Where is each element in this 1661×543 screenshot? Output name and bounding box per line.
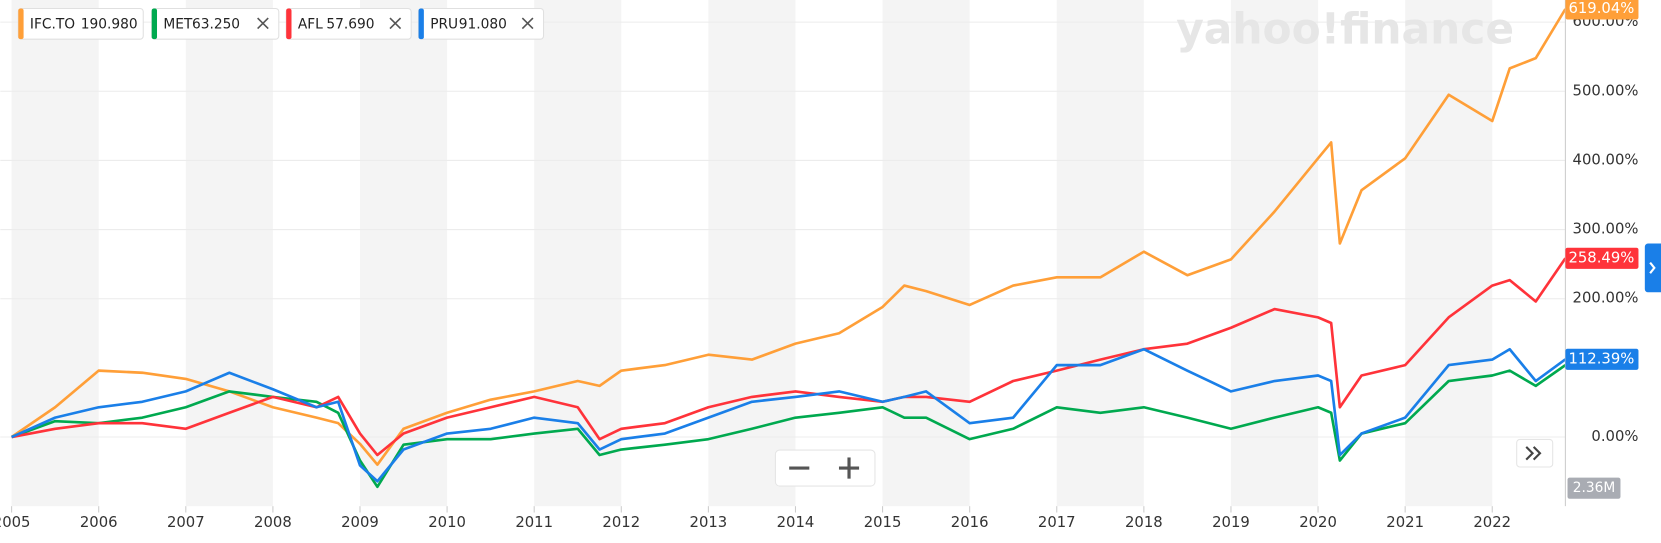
y-tick-label: 0.00% (1591, 428, 1638, 445)
y-tick-label: 300.00% (1573, 221, 1639, 238)
y-tick-label: 200.00% (1573, 290, 1639, 307)
x-tick-label: 2007 (167, 514, 205, 531)
x-tick-label: 2011 (515, 514, 553, 531)
legend-swatch (151, 8, 158, 40)
end-label: 258.49% (1568, 249, 1634, 266)
side-tab[interactable] (1644, 243, 1661, 293)
x-tick-label: 2006 (80, 514, 118, 531)
legend-swatch (418, 8, 424, 40)
x-tick-label: 2013 (690, 514, 728, 531)
y-tick-label: 500.00% (1573, 82, 1639, 99)
year-band (708, 0, 796, 507)
year-band (1056, 0, 1144, 507)
expand-icon (1525, 446, 1542, 461)
y-tick-label: 400.00% (1573, 151, 1639, 168)
x-tick-label: 2010 (428, 514, 466, 531)
x-tick-label: 2017 (1038, 514, 1076, 531)
legend-close[interactable] (521, 17, 534, 30)
x-tick-label: 2016 (951, 514, 989, 531)
legend-price: 91.080 (459, 16, 507, 32)
legend-name: MET (163, 16, 193, 32)
legend-name: PRU (430, 16, 458, 32)
x-tick-label: 2021 (1386, 514, 1424, 531)
lines (10, 8, 1567, 489)
side-tab-icon (1649, 261, 1656, 274)
volume-label-box (1567, 477, 1621, 499)
year-bands (11, 0, 1493, 507)
x-tick-label: 2022 (1473, 514, 1511, 531)
year-band (534, 0, 622, 507)
end-label: 619.04% (1568, 0, 1634, 17)
legend-name: AFL (298, 16, 323, 32)
legend-swatch (286, 8, 292, 40)
legend-close[interactable] (389, 17, 402, 30)
end-label-box (1565, 247, 1639, 269)
legend-name: IFC.TO (30, 16, 75, 32)
year-band (882, 0, 970, 507)
x-tick-label: 2019 (1212, 514, 1250, 531)
series-line (11, 347, 1567, 483)
end-label-box (1565, 348, 1639, 370)
zoom-controls[interactable] (774, 449, 876, 487)
x-tick-label: 2012 (602, 514, 640, 531)
series-line (10, 8, 1567, 466)
end-label: 112.39% (1568, 350, 1634, 367)
volume-label: 2.36M (1573, 480, 1615, 496)
legend-price: 57.690 (326, 16, 374, 32)
legend-close[interactable] (257, 17, 269, 30)
expand-box[interactable] (1516, 438, 1554, 468)
x-tick-label: 2014 (777, 514, 815, 531)
side-tab-box[interactable] (1644, 243, 1661, 293)
x-tick-label: 2009 (341, 514, 379, 531)
x-tick-label: 2020 (1299, 514, 1337, 531)
x-tick-label: 2018 (1125, 514, 1163, 531)
watermark: yahoo!finance (1176, 4, 1514, 53)
legend: IFC.TO 190.980 MET 63.250 AFL 57.690 PRU 91.080 (17, 7, 545, 40)
year-band (1405, 0, 1493, 507)
year-band (185, 0, 273, 507)
year-band (1230, 0, 1319, 507)
x-tick-label: 2005 (0, 514, 30, 531)
end-label-box (1565, 0, 1639, 20)
x-tick-label: 2008 (254, 514, 292, 531)
expand-button[interactable] (1516, 438, 1554, 468)
legend-swatch (18, 8, 24, 40)
legend-price: 63.250 (192, 16, 240, 32)
legend-price: 190.980 (81, 16, 138, 32)
x-tick-label: 2015 (864, 514, 902, 531)
